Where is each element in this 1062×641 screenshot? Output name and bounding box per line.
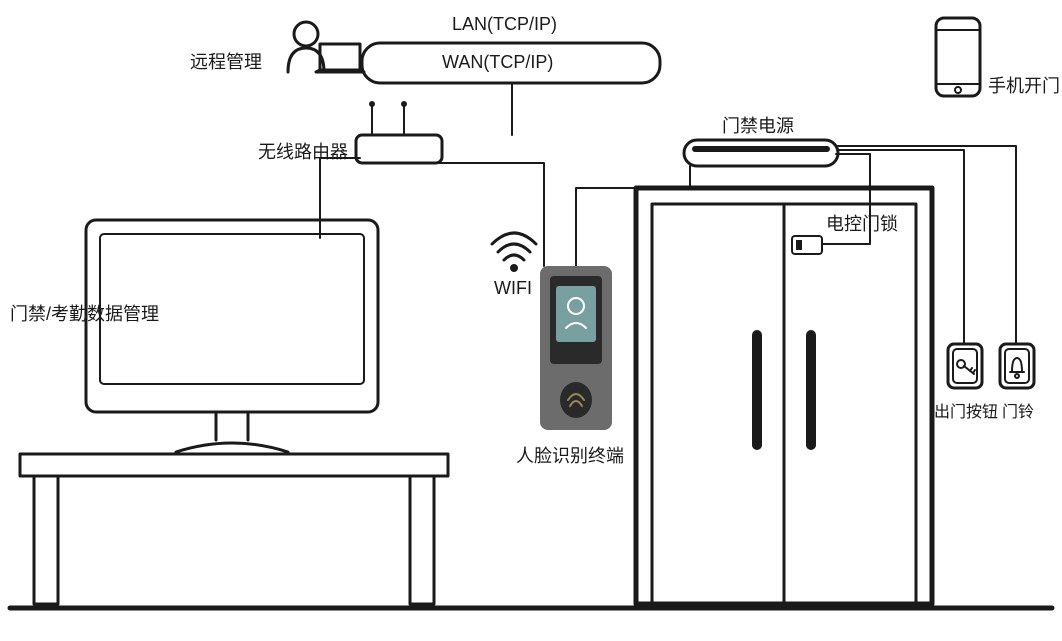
lan-label: LAN(TCP/IP) (452, 14, 557, 35)
edge-router-monitor (320, 158, 360, 238)
diagram-svg (0, 0, 1062, 641)
remote-mgmt-label: 远程管理 (190, 48, 262, 74)
desk-icon (20, 454, 448, 604)
router-icon (356, 101, 442, 163)
exit-button-icon (948, 344, 982, 388)
exit-button-label: 出门按钮 (934, 398, 998, 422)
monitor-icon (86, 220, 378, 452)
phone-open-label: 手机开门 (988, 72, 1060, 98)
data-mgmt-label: 门禁/考勤数据管理 (10, 300, 159, 326)
wifi-icon (492, 233, 536, 272)
remote-user-icon (288, 22, 364, 72)
door-icon (636, 188, 932, 604)
phone-icon (936, 18, 980, 96)
face-terminal-label: 人脸识别终端 (516, 442, 624, 468)
door-lock-label: 电控门锁 (826, 210, 898, 236)
power-supply-icon (684, 140, 838, 166)
face-terminal-icon (540, 266, 612, 430)
wifi-label: WIFI (494, 278, 532, 299)
doorbell-label: 门铃 (1002, 398, 1034, 422)
edge-terminal-power (576, 166, 690, 266)
diagram-canvas: LAN(TCP/IP) WAN(TCP/IP) 远程管理 无线路由器 手机开门 … (0, 0, 1062, 641)
doorbell-icon (1000, 344, 1034, 388)
router-label: 无线路由器 (258, 138, 348, 164)
edge-power-exitbtn (838, 150, 964, 344)
wan-label: WAN(TCP/IP) (442, 52, 553, 73)
access-power-label: 门禁电源 (722, 112, 794, 138)
